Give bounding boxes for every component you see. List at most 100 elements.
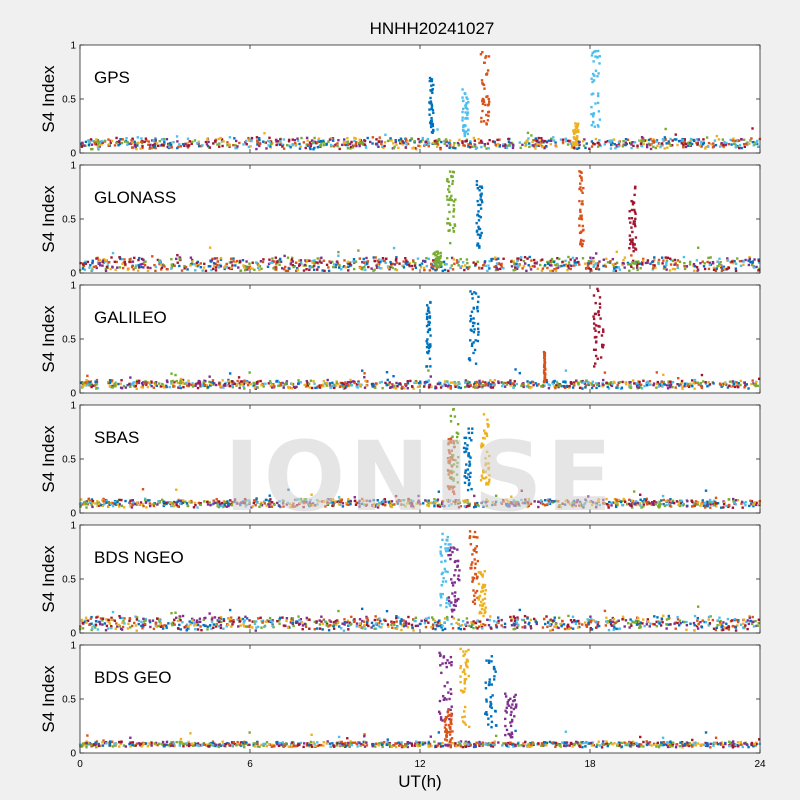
data-point (631, 620, 635, 624)
data-point (612, 265, 616, 268)
data-point (213, 616, 217, 619)
data-point (305, 260, 308, 264)
data-point (169, 143, 173, 147)
data-point (601, 385, 604, 388)
data-point (661, 384, 664, 388)
data-point (342, 265, 346, 268)
data-point (159, 263, 162, 266)
data-point (630, 624, 633, 627)
data-point (413, 264, 417, 267)
data-point (285, 380, 289, 383)
data-point (553, 385, 556, 388)
data-point (188, 620, 191, 623)
event-point (433, 251, 437, 254)
data-point (590, 503, 594, 507)
data-point (352, 267, 356, 271)
event-point (447, 203, 450, 206)
data-point (592, 260, 595, 263)
data-point (348, 142, 352, 146)
data-point (411, 505, 415, 508)
event-point (452, 479, 455, 482)
data-point (659, 145, 662, 149)
data-point (310, 386, 314, 390)
data-point (615, 386, 618, 389)
data-point (189, 623, 192, 626)
data-point (514, 268, 517, 271)
data-point (329, 143, 333, 147)
data-point (344, 381, 347, 384)
event-point (633, 193, 636, 197)
data-point (642, 503, 646, 506)
data-point (610, 501, 613, 505)
data-point (428, 269, 432, 272)
data-point (578, 263, 581, 266)
data-point (231, 386, 234, 389)
data-point (271, 261, 274, 264)
data-point (410, 137, 413, 140)
data-point (728, 384, 731, 387)
data-point (440, 502, 444, 506)
data-point (119, 616, 122, 620)
data-point (722, 382, 725, 386)
data-point (667, 382, 670, 386)
data-point (567, 261, 571, 264)
data-point (696, 627, 700, 630)
data-point (148, 147, 151, 150)
data-point (308, 259, 311, 263)
event-point (478, 236, 482, 240)
data-point (110, 139, 114, 143)
data-point (666, 387, 670, 390)
data-point (609, 260, 612, 263)
data-point (260, 267, 263, 270)
data-point (498, 138, 501, 141)
event-point (456, 435, 459, 439)
data-point (441, 260, 444, 264)
data-point (242, 266, 246, 269)
y-axis-label: S4 Index (39, 305, 58, 373)
data-point (720, 385, 723, 388)
data-point (96, 504, 99, 508)
data-point (596, 145, 600, 148)
data-point (243, 379, 246, 382)
data-point (505, 146, 509, 149)
data-point (412, 618, 415, 621)
data-point (505, 504, 508, 507)
data-point (211, 257, 214, 261)
data-point (751, 261, 754, 265)
data-point (628, 382, 631, 385)
data-point (159, 268, 163, 271)
data-point (288, 144, 291, 147)
data-point (399, 142, 402, 145)
data-point (633, 621, 636, 624)
data-point (527, 503, 530, 506)
data-point (138, 503, 142, 506)
data-point (533, 262, 537, 265)
data-point (608, 500, 611, 504)
data-point (590, 259, 593, 262)
data-point (225, 266, 228, 269)
data-point (607, 382, 611, 386)
event-point (466, 113, 469, 116)
data-point (564, 499, 567, 503)
event-point (470, 439, 473, 442)
data-point (534, 143, 537, 146)
data-point (713, 501, 717, 505)
data-point (183, 267, 186, 270)
data-point (645, 145, 649, 149)
data-point (115, 260, 118, 264)
data-point (322, 139, 325, 143)
data-point (375, 266, 379, 269)
data-point (337, 609, 340, 613)
data-point (673, 138, 677, 141)
data-point (352, 144, 355, 147)
data-point (256, 143, 259, 146)
data-point (426, 504, 429, 507)
data-point (329, 501, 332, 504)
data-point (171, 502, 175, 505)
data-point (690, 142, 694, 146)
data-point (176, 500, 179, 503)
data-point (617, 145, 620, 148)
data-point (178, 623, 181, 627)
data-point (505, 383, 509, 386)
data-point (313, 382, 316, 385)
